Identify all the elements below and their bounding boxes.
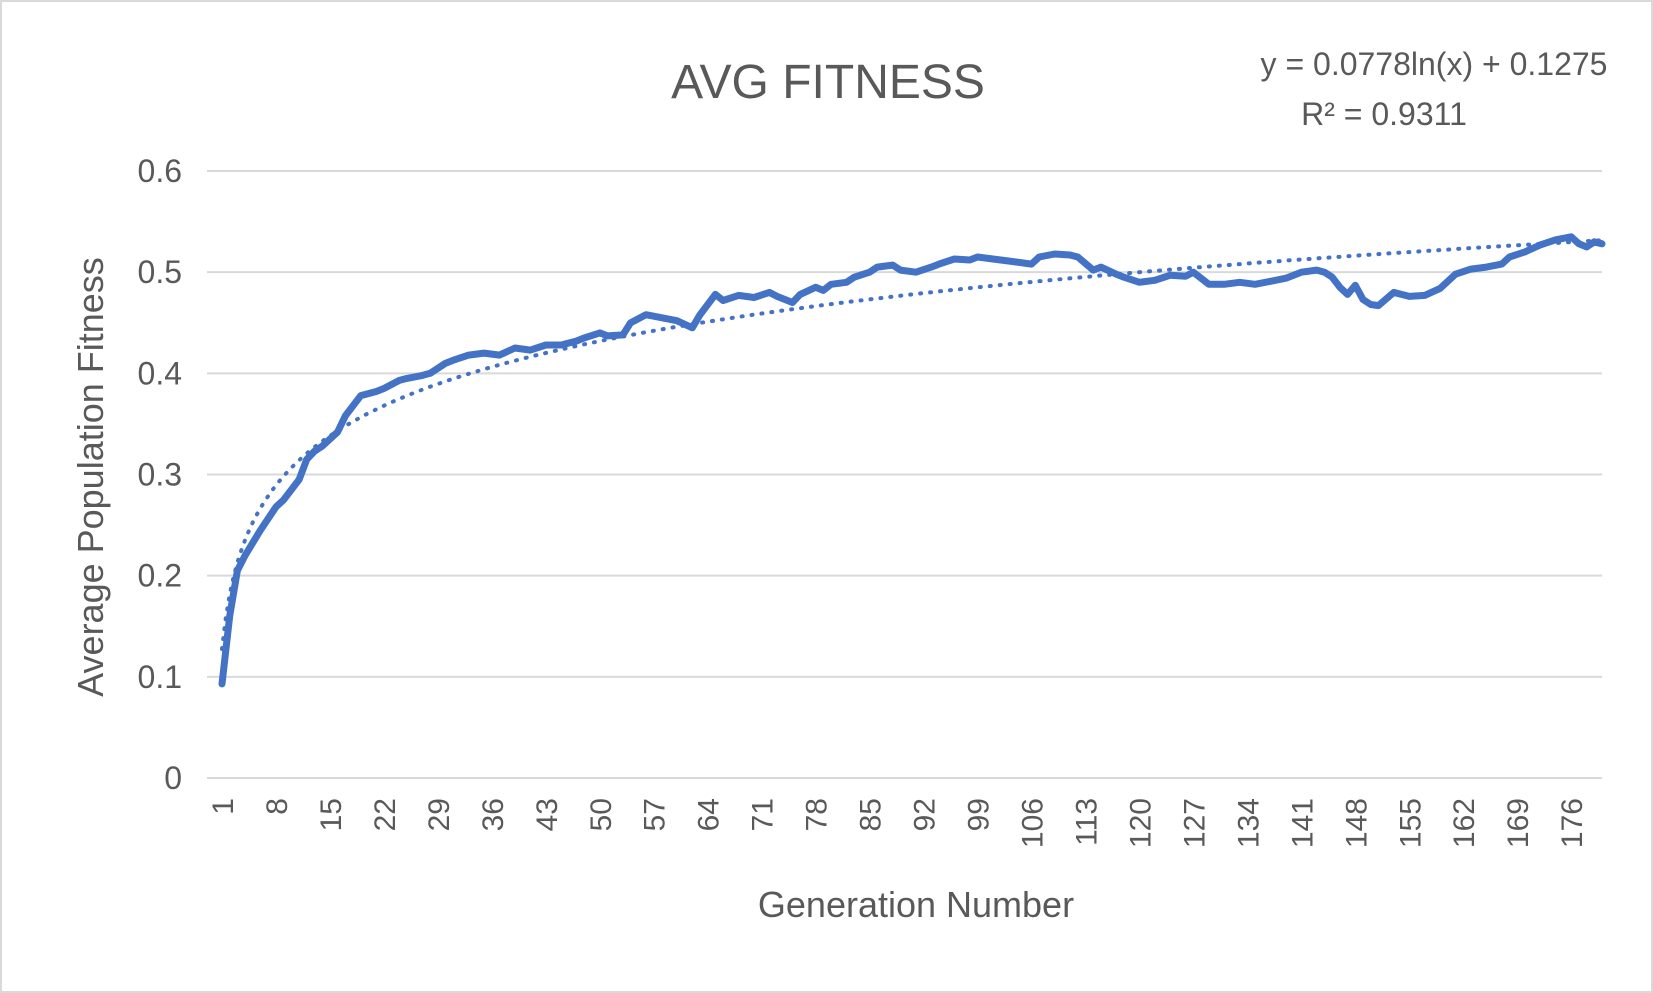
series-line [218, 233, 1606, 688]
x-tick-label: 162 [1448, 798, 1481, 848]
x-tick-label: 85 [855, 798, 888, 831]
x-tick-label: 64 [693, 798, 726, 831]
x-tick-label: 71 [747, 798, 780, 831]
x-tick-label: 15 [315, 798, 348, 831]
x-tick-label: 99 [963, 798, 996, 831]
x-tick-label: 50 [585, 798, 618, 831]
x-tick-label: 113 [1070, 798, 1103, 846]
y-tick-label: 0.2 [138, 558, 182, 594]
x-tick-label: 43 [531, 798, 564, 831]
x-tick-label: 92 [909, 798, 942, 831]
x-tick-label: 106 [1016, 798, 1049, 848]
y-axis-ticks: 0 0.1 0.2 0.3 0.4 0.5 0.6 [138, 153, 182, 796]
y-tick-label: 0.5 [138, 254, 182, 290]
y-axis-label: Average Population Fitness [70, 257, 111, 697]
y-tick-label: 0.1 [138, 659, 182, 695]
x-tick-label: 176 [1556, 798, 1589, 848]
x-tick-label: 120 [1124, 798, 1157, 848]
x-tick-label: 22 [369, 798, 402, 831]
x-tick-label: 148 [1340, 798, 1373, 848]
y-tick-label: 0.4 [138, 355, 182, 391]
x-tick-label: 169 [1502, 798, 1535, 848]
x-tick-label: 127 [1178, 798, 1211, 848]
x-tick-label: 36 [477, 798, 510, 831]
y-tick-label: 0.6 [138, 153, 182, 189]
gridlines [207, 170, 1602, 779]
x-tick-label: 1 [207, 798, 240, 815]
logarithmic-trendline [220, 238, 1604, 651]
x-tick-label: 78 [801, 798, 834, 831]
x-tick-label: 8 [261, 798, 294, 815]
x-tick-label: 29 [423, 798, 456, 831]
x-axis-ticks: 1 8 15 22 29 36 43 50 57 64 71 78 85 92 99 106 113 120 127… [207, 798, 1589, 848]
trendline-equation: y = 0.0778ln(x) + 0.1275 [1261, 46, 1608, 82]
chart-title: AVG FITNESS [671, 56, 985, 109]
trendline-r-squared: R² = 0.9311 [1301, 96, 1467, 132]
x-tick-label: 155 [1394, 798, 1427, 848]
x-tick-label: 141 [1286, 798, 1319, 848]
x-tick-label: 57 [639, 798, 672, 831]
x-axis-label: Generation Number [758, 884, 1074, 925]
y-tick-label: 0 [164, 760, 182, 796]
y-tick-label: 0.3 [138, 457, 182, 493]
x-tick-label: 134 [1232, 798, 1265, 848]
